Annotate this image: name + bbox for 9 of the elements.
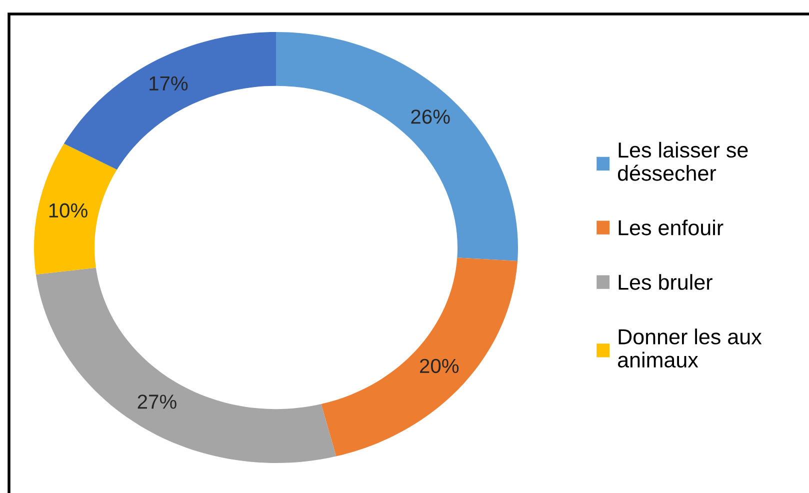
legend-label: Les bruler: [618, 274, 712, 290]
data-label: 27%: [138, 394, 176, 409]
data-label: 10%: [49, 203, 88, 218]
legend-label: Les laisser se déssecher: [618, 142, 748, 181]
data-label: 26%: [411, 110, 450, 124]
data-label: 20%: [420, 358, 459, 374]
legend-label: Les enfouir: [618, 220, 724, 236]
legend-label: Donner les aux animaux: [618, 328, 762, 368]
data-label: 17%: [150, 76, 188, 91]
